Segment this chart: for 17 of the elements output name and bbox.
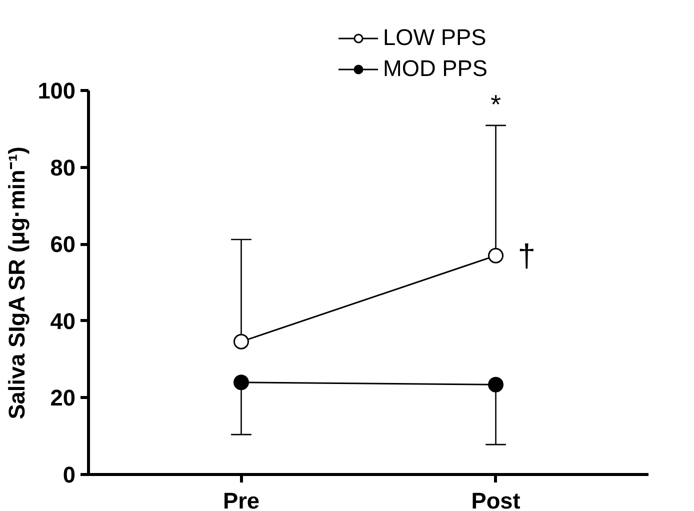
annotation: * (490, 89, 501, 120)
y-axis-title: Saliva SIgA SR (μg·min⁻¹) (4, 146, 30, 420)
y-tick-label: 20 (50, 384, 76, 411)
point (233, 334, 249, 350)
y-tick-label: 60 (50, 231, 76, 258)
point (233, 374, 249, 390)
legend-label: LOW PPS (383, 24, 486, 51)
legend-label: MOD PPS (383, 55, 488, 82)
x-tick-label: Post (471, 488, 521, 511)
y-tick-label: 0 (62, 462, 76, 488)
x-tick-label: Pre (222, 488, 260, 511)
annotation: † (518, 238, 536, 274)
point (488, 376, 504, 392)
point (488, 248, 504, 264)
y-tick-label: 100 (38, 78, 76, 104)
y-tick-label: 40 (50, 308, 76, 334)
y-tick-label: 80 (50, 154, 76, 180)
